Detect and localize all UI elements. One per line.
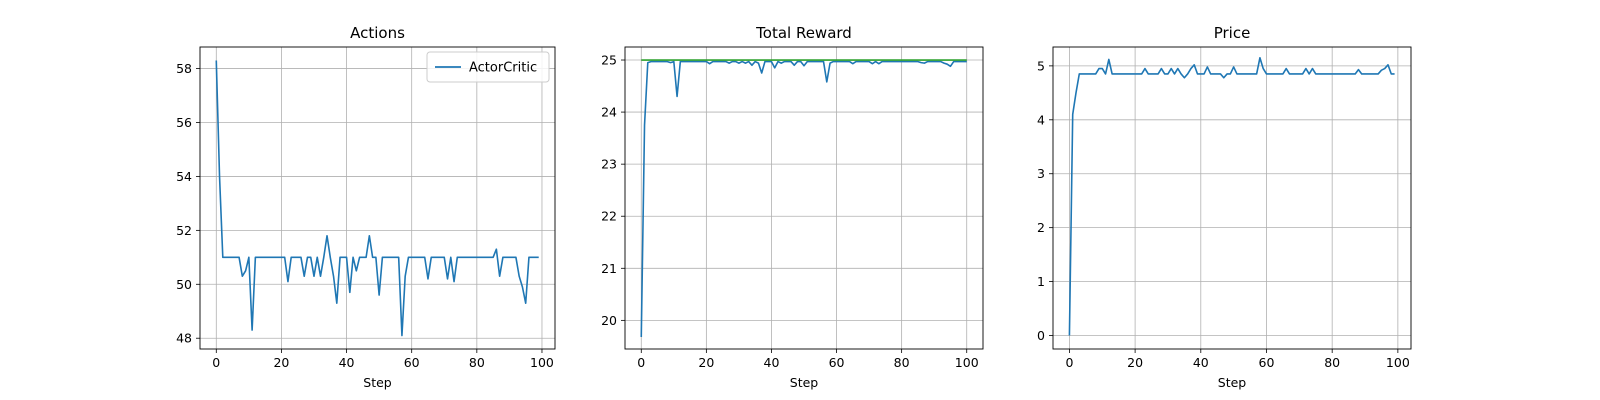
- series-line: [215, 60, 539, 337]
- series-line: [640, 60, 967, 338]
- x-tick-label: 0: [1065, 355, 1073, 370]
- x-tick-label: 40: [1193, 355, 1209, 370]
- plot-frame: [1052, 46, 1412, 350]
- y-tick-label: 3: [1037, 166, 1045, 181]
- y-tick-label: 22: [601, 209, 617, 224]
- x-tick-label: 100: [530, 355, 554, 370]
- legend-box: [426, 51, 550, 83]
- chart-title: Price: [1214, 24, 1251, 42]
- x-tick-label: 20: [1127, 355, 1143, 370]
- y-tick-label: 4: [1037, 112, 1045, 127]
- y-tick-label: 1: [1037, 274, 1045, 289]
- y-tick-label: 25: [601, 53, 617, 68]
- chart-title: Total Reward: [755, 24, 852, 42]
- y-tick-label: 50: [176, 277, 192, 292]
- x-tick-label: 60: [829, 355, 845, 370]
- y-tick-label: 21: [601, 261, 617, 276]
- x-tick-label: 100: [1386, 355, 1410, 370]
- x-tick-label: 20: [273, 355, 289, 370]
- legend: ActorCritic: [426, 51, 550, 83]
- y-tick-label: 5: [1037, 58, 1045, 73]
- x-tick-label: 80: [894, 355, 910, 370]
- y-tick-label: 54: [176, 169, 192, 184]
- legend-label: ActorCritic: [469, 61, 537, 76]
- y-tick-label: 58: [176, 61, 192, 76]
- x-tick-label: 40: [339, 355, 355, 370]
- x-tick-label: 40: [764, 355, 780, 370]
- x-axis-label: Step: [363, 375, 392, 390]
- chart-panel: 0 20 40 60 80 100 0 1 2 3 4 5 Price Step: [1037, 24, 1412, 390]
- x-tick-label: 20: [698, 355, 714, 370]
- y-tick-label: 23: [601, 157, 617, 172]
- chart-title: Actions: [350, 24, 405, 42]
- chart-panel: 0 20 40 60 80 100 20 21 22 23 24 25 Total Reward Step: [601, 24, 984, 390]
- y-tick-label: 56: [176, 115, 192, 130]
- y-tick-label: 2: [1037, 220, 1045, 235]
- y-tick-label: 48: [176, 331, 192, 346]
- plot-frame: [199, 46, 556, 350]
- x-tick-label: 0: [637, 355, 645, 370]
- y-tick-label: 0: [1037, 328, 1045, 343]
- x-tick-label: 80: [1324, 355, 1340, 370]
- x-tick-label: 80: [469, 355, 485, 370]
- chart-panel: 0 20 40 60 80 100 48 50 52 54 56 58 Actions Step Actor…: [176, 24, 556, 390]
- x-tick-label: 100: [955, 355, 979, 370]
- x-tick-label: 60: [404, 355, 420, 370]
- series-line: [1068, 56, 1395, 336]
- x-tick-label: 60: [1259, 355, 1275, 370]
- x-axis-label: Step: [1218, 375, 1247, 390]
- y-tick-label: 24: [601, 105, 617, 120]
- x-axis-label: Step: [790, 375, 819, 390]
- y-tick-label: 52: [176, 223, 192, 238]
- plot-frame: [624, 46, 984, 350]
- x-tick-label: 0: [212, 355, 220, 370]
- y-tick-label: 20: [601, 313, 617, 328]
